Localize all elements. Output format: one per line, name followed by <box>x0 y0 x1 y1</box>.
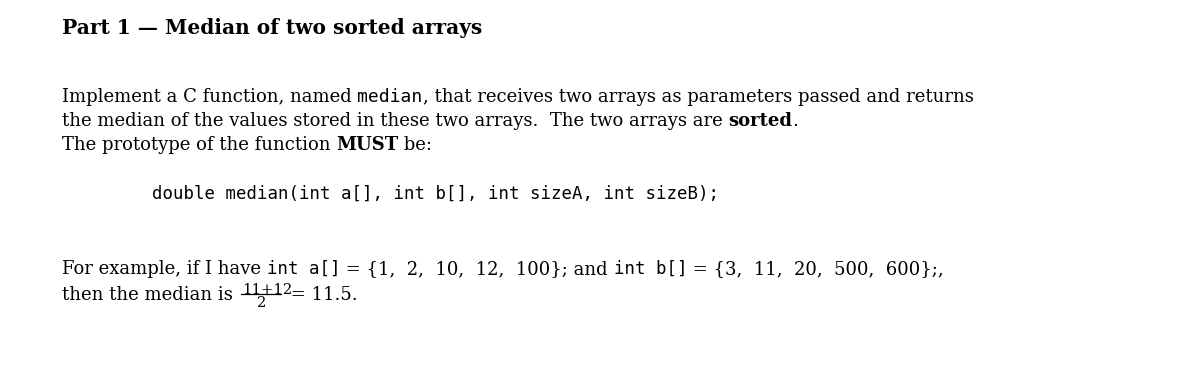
Text: Part 1 — Median of two sorted arrays: Part 1 — Median of two sorted arrays <box>62 18 482 38</box>
Text: sorted: sorted <box>728 112 792 130</box>
Text: double median(int a[], int b[], int sizeA, int sizeB);: double median(int a[], int b[], int size… <box>152 185 719 203</box>
Text: = {3,  11,  20,  500,  600};,: = {3, 11, 20, 500, 600};, <box>688 260 943 278</box>
Text: The prototype of the function: The prototype of the function <box>62 136 336 154</box>
Text: int b[]: int b[] <box>613 260 688 278</box>
Text: the median of the values stored in these two arrays.  The two arrays are: the median of the values stored in these… <box>62 112 728 130</box>
Text: median: median <box>358 88 422 106</box>
Text: Implement a C function, named: Implement a C function, named <box>62 88 358 106</box>
Text: = 11.5.: = 11.5. <box>284 286 358 304</box>
Text: , that receives two arrays as parameters passed and returns: , that receives two arrays as parameters… <box>422 88 973 106</box>
Text: .: . <box>792 112 798 130</box>
Text: MUST: MUST <box>336 136 398 154</box>
Text: be:: be: <box>398 136 432 154</box>
Text: = {1,  2,  10,  12,  100}; and: = {1, 2, 10, 12, 100}; and <box>341 260 613 278</box>
Text: then the median is: then the median is <box>62 286 239 304</box>
Text: For example, if I have: For example, if I have <box>62 260 266 278</box>
Text: 2: 2 <box>257 296 266 310</box>
Text: 11+12: 11+12 <box>242 283 293 297</box>
Text: int a[]: int a[] <box>266 260 341 278</box>
